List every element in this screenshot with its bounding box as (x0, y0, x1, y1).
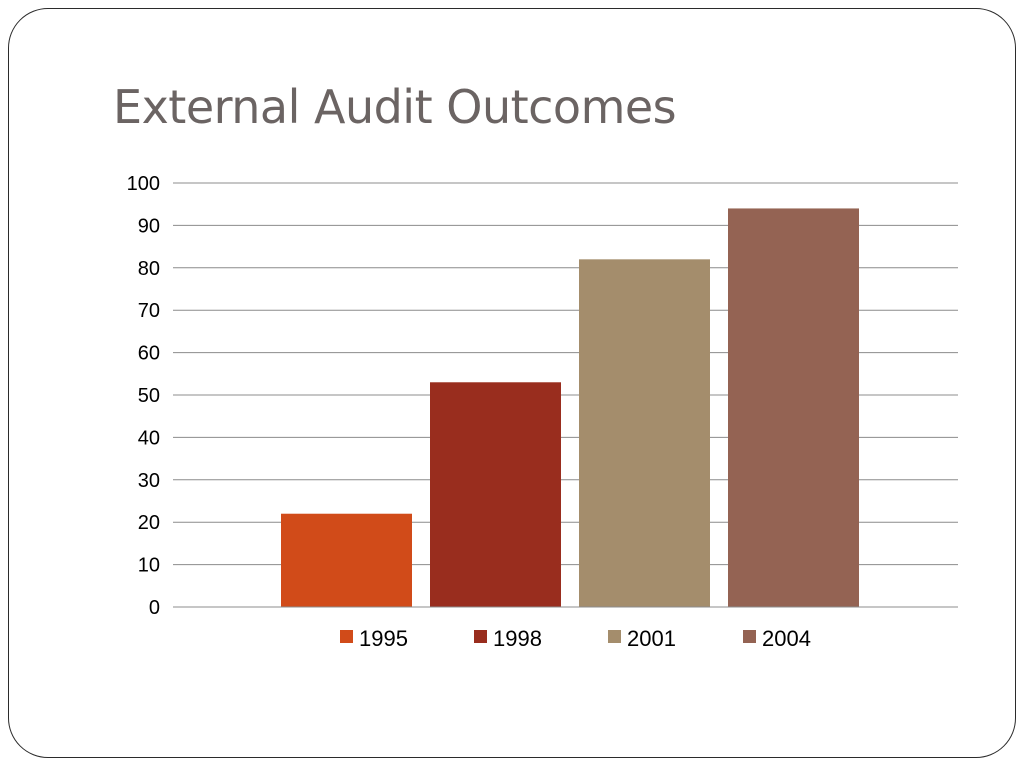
y-axis-tick-labels: 0 10 20 30 40 50 60 70 80 90 100 (127, 173, 160, 619)
legend-label-2004: 2004 (762, 626, 811, 651)
legend-swatch-1995 (340, 630, 353, 643)
legend: 1995 1998 2001 2004 (340, 626, 811, 651)
bar-1995 (281, 513, 412, 607)
y-tick-label: 20 (138, 512, 160, 534)
legend-label-1998: 1998 (493, 626, 542, 651)
legend-label-1995: 1995 (359, 626, 408, 651)
y-tick-label: 60 (138, 343, 160, 365)
bar-2004 (728, 208, 859, 607)
y-tick-label: 10 (138, 555, 160, 577)
bars (281, 208, 859, 607)
y-tick-label: 40 (138, 427, 160, 449)
y-tick-label: 0 (149, 597, 160, 619)
y-tick-label: 80 (138, 258, 160, 280)
slide-title: External Audit Outcomes (113, 80, 677, 134)
y-tick-label: 90 (138, 215, 160, 237)
y-tick-label: 100 (127, 173, 160, 195)
legend-swatch-2001 (608, 630, 621, 643)
legend-label-2001: 2001 (627, 626, 676, 651)
bar-1998 (430, 382, 561, 607)
legend-swatch-1998 (474, 630, 487, 643)
y-tick-label: 70 (138, 300, 160, 322)
bar-2001 (579, 259, 710, 607)
y-tick-label: 30 (138, 470, 160, 492)
legend-swatch-2004 (743, 630, 756, 643)
y-tick-label: 50 (138, 385, 160, 407)
